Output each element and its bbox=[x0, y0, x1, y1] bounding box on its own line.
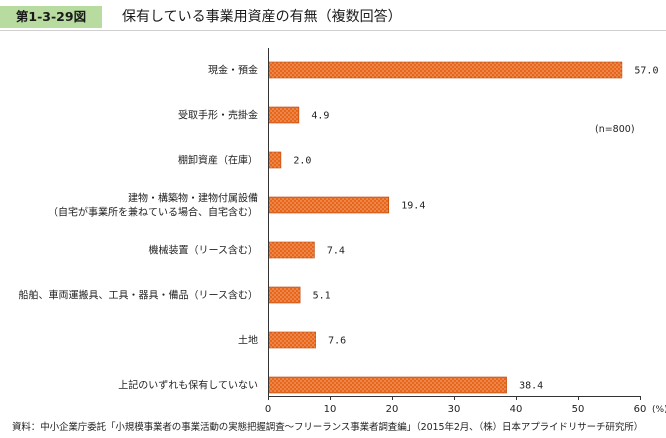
bar-0 bbox=[268, 61, 623, 79]
x-tick-label-4: 40 bbox=[510, 404, 523, 415]
value-label-5: 5.1 bbox=[313, 291, 331, 302]
x-tick-label-5: 50 bbox=[572, 404, 585, 415]
value-label-2: 2.0 bbox=[293, 156, 311, 167]
x-axis-unit: (%) bbox=[652, 405, 666, 415]
value-label-6: 7.6 bbox=[328, 336, 346, 347]
bar-4 bbox=[268, 241, 315, 259]
bar-7 bbox=[268, 376, 507, 394]
x-tick-label-1: 10 bbox=[324, 404, 337, 415]
category-label-3-line-0: 建物・構築物・建物付属設備 bbox=[128, 192, 258, 205]
sample-size-note: (n=800) bbox=[595, 124, 635, 135]
category-label-4: 機械装置（リース含む） bbox=[149, 244, 259, 257]
bar-3 bbox=[268, 196, 390, 214]
value-label-3: 19.4 bbox=[401, 201, 425, 212]
value-label-7: 38.4 bbox=[519, 381, 543, 392]
x-tick-label-0: 0 bbox=[265, 404, 271, 415]
figure-number-badge: 第1-3-29図 bbox=[0, 6, 102, 28]
category-label-1: 受取手形・売掛金 bbox=[178, 109, 258, 122]
x-axis: 0 10 20 30 40 50 60 (%) bbox=[265, 48, 666, 415]
category-label-3-line-1: （自宅が事業所を兼ねている場合、自宅含む） bbox=[48, 206, 258, 219]
x-tick-label-3: 30 bbox=[448, 404, 461, 415]
category-label-7: 上記のいずれも保有していない bbox=[118, 379, 258, 392]
category-label-0: 現金・預金 bbox=[208, 64, 258, 77]
category-label-2: 棚卸資産（在庫） bbox=[178, 154, 258, 167]
value-label-4: 7.4 bbox=[327, 246, 345, 257]
figure-title: 保有している事業用資産の有無（複数回答） bbox=[122, 9, 402, 25]
bar-2 bbox=[268, 151, 282, 169]
source-note: 資料：中小企業庁委託「小規模事業者の事業活動の実態把握調査～フリーランス事業者調… bbox=[12, 422, 644, 433]
bar-5 bbox=[268, 286, 301, 304]
header-divider bbox=[0, 30, 666, 31]
figure-header: 第1-3-29図 保有している事業用資産の有無（複数回答） bbox=[0, 0, 666, 32]
category-label-6: 土地 bbox=[238, 334, 258, 347]
value-labels-layer: 57.0 4.9 2.0 19.4 7.4 5.1 7.6 38.4 bbox=[293, 66, 658, 392]
bar-1 bbox=[268, 106, 300, 124]
x-tick-label-2: 20 bbox=[386, 404, 399, 415]
category-label-5: 船舶、車両運搬具、工具・器具・備品（リース含む） bbox=[19, 289, 259, 302]
value-label-1: 4.9 bbox=[311, 111, 329, 122]
x-tick-label-6: 60 bbox=[634, 404, 647, 415]
value-label-0: 57.0 bbox=[634, 66, 658, 77]
bar-6 bbox=[268, 331, 316, 349]
